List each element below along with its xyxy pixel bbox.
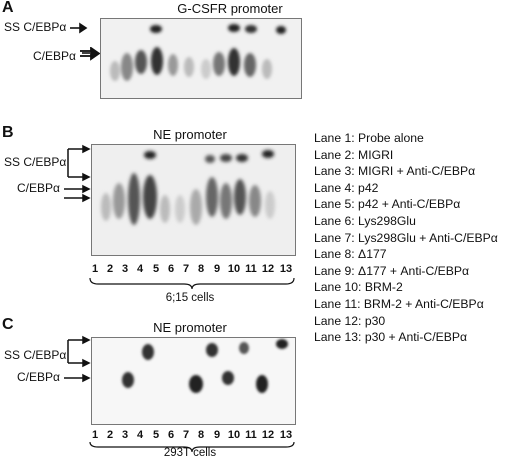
legend-item: Lane 2: MIGRI xyxy=(314,147,394,162)
lane-number: 10 xyxy=(227,429,241,441)
panel-b-gel xyxy=(91,144,296,256)
legend-item: Lane 8: Δ177 xyxy=(314,247,387,262)
panel-a-letter: A xyxy=(2,0,14,16)
lane-number: 11 xyxy=(245,263,257,275)
lane-legend: Lane 1: Probe alone Lane 2: MIGRI Lane 3… xyxy=(314,130,498,346)
panel-b-brace xyxy=(89,277,295,290)
lane-number: 9 xyxy=(213,429,221,441)
lane-number: 3 xyxy=(121,429,129,441)
legend-item: Lane 12: p30 xyxy=(314,313,386,328)
lane-number: 13 xyxy=(279,429,293,441)
panel-c-cells-label: 293T cells xyxy=(163,447,217,459)
lane-number: 13 xyxy=(279,263,293,275)
legend-item: Lane 9: Δ177 + Anti-C/EBPα xyxy=(314,263,470,278)
lane-number: 11 xyxy=(245,429,257,441)
lane-number: 4 xyxy=(136,429,144,441)
lane-number: 2 xyxy=(106,429,114,441)
legend-item: Lane 5: p42 + Anti-C/EBPα xyxy=(314,197,461,212)
lane-number: 10 xyxy=(227,263,241,275)
legend-item: Lane 13: p30 + Anti-C/EBPα xyxy=(314,330,468,345)
legend-item: Lane 1: Probe alone xyxy=(314,131,424,145)
lane-number: 9 xyxy=(213,263,221,275)
panel-c-arrows xyxy=(64,335,91,383)
lane-number: 6 xyxy=(167,429,175,441)
panel-b-cebpa-label: C/EBPα xyxy=(17,181,60,195)
lane-number: 7 xyxy=(182,263,190,275)
panel-c-lane-numbers: 1 2 3 4 5 6 7 8 9 10 11 12 13 xyxy=(91,429,296,443)
panel-a-arrows xyxy=(70,22,90,54)
panel-b-cells-label: 6;15 cells xyxy=(165,292,215,304)
panel-b-letter: B xyxy=(2,124,14,141)
lane-number: 1 xyxy=(91,263,99,275)
panel-c-ss-label: SS C/EBPα xyxy=(4,348,67,362)
lane-number: 2 xyxy=(106,263,114,275)
panel-c-gel-bands xyxy=(122,339,288,393)
legend-item: Lane 3: MIGRI + Anti-C/EBPα xyxy=(314,164,476,179)
lane-number: 6 xyxy=(167,263,175,275)
lane-number: 7 xyxy=(182,429,190,441)
legend-item: Lane 4: p42 xyxy=(314,180,379,195)
panel-c-gel xyxy=(91,337,296,425)
panel-a-ss-label: SS C/EBPα xyxy=(4,20,67,34)
legend-item: Lane 10: BRM-2 xyxy=(314,280,403,295)
lane-number: 12 xyxy=(261,429,275,441)
panel-b-title: NE promoter xyxy=(153,127,227,142)
panel-a-gel-bands xyxy=(110,24,286,81)
lane-number: 5 xyxy=(152,263,160,275)
lane-number: 3 xyxy=(121,263,129,275)
panel-c-title: NE promoter xyxy=(153,320,227,335)
panel-c-cebpa-label: C/EBPα xyxy=(17,370,60,384)
panel-c-letter: C xyxy=(2,316,14,333)
lane-number: 1 xyxy=(91,429,99,441)
lane-number: 4 xyxy=(136,263,144,275)
lane-number: 5 xyxy=(152,429,160,441)
panel-a-title: G-CSFR promoter xyxy=(177,1,283,16)
panel-c-brace xyxy=(89,441,295,453)
panel-a-double-arrow xyxy=(80,47,100,61)
panel-b-arrows xyxy=(64,144,91,203)
lane-number: 8 xyxy=(197,263,205,275)
lane-number: 8 xyxy=(197,429,205,441)
legend-item: Lane 6: Lys298Glu xyxy=(314,213,416,228)
panel-a-cebpa-label: C/EBPα xyxy=(33,49,76,63)
lane-number: 12 xyxy=(261,263,275,275)
legend-item: Lane 11: BRM-2 + Anti-C/EBPα xyxy=(314,296,484,311)
panel-b-lane-numbers: 1 2 3 4 5 6 7 8 9 10 11 12 13 xyxy=(91,263,296,277)
legend-item: Lane 7: Lys298Glu + Anti-C/EBPα xyxy=(314,230,498,245)
panel-b-ss-label: SS C/EBPα xyxy=(4,155,67,169)
panel-b-gel-bands xyxy=(101,150,275,225)
panel-a-gel xyxy=(100,18,302,99)
